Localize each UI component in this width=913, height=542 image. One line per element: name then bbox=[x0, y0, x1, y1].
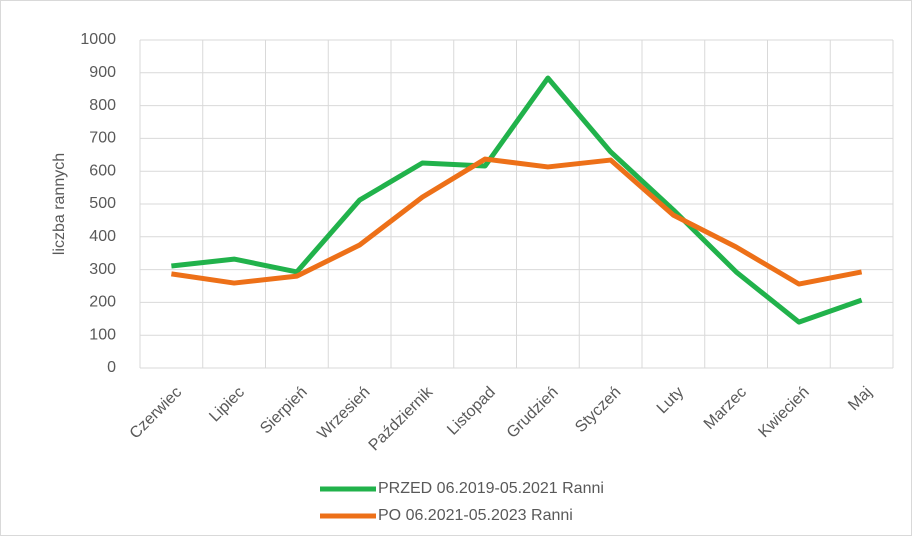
y-tick-label: 500 bbox=[89, 195, 116, 212]
y-axis-label: liczba rannych bbox=[51, 153, 68, 255]
series-line bbox=[171, 156, 863, 287]
legend-label: PO 06.2021-05.2023 Ranni bbox=[378, 507, 573, 524]
y-tick-label: 100 bbox=[89, 326, 116, 343]
y-tick-label: 1000 bbox=[80, 31, 116, 48]
y-tick-label: 800 bbox=[89, 97, 116, 114]
y-tick-label: 0 bbox=[107, 359, 116, 376]
y-tick-label: 900 bbox=[89, 64, 116, 81]
legend-label: PRZED 06.2019-05.2021 Ranni bbox=[378, 480, 604, 497]
y-tick-label: 600 bbox=[89, 162, 116, 179]
y-tick-label: 700 bbox=[89, 130, 116, 147]
series-line bbox=[171, 75, 863, 325]
y-tick-label: 400 bbox=[89, 228, 116, 245]
y-tick-label: 300 bbox=[89, 261, 116, 278]
y-tick-label: 200 bbox=[89, 294, 116, 311]
